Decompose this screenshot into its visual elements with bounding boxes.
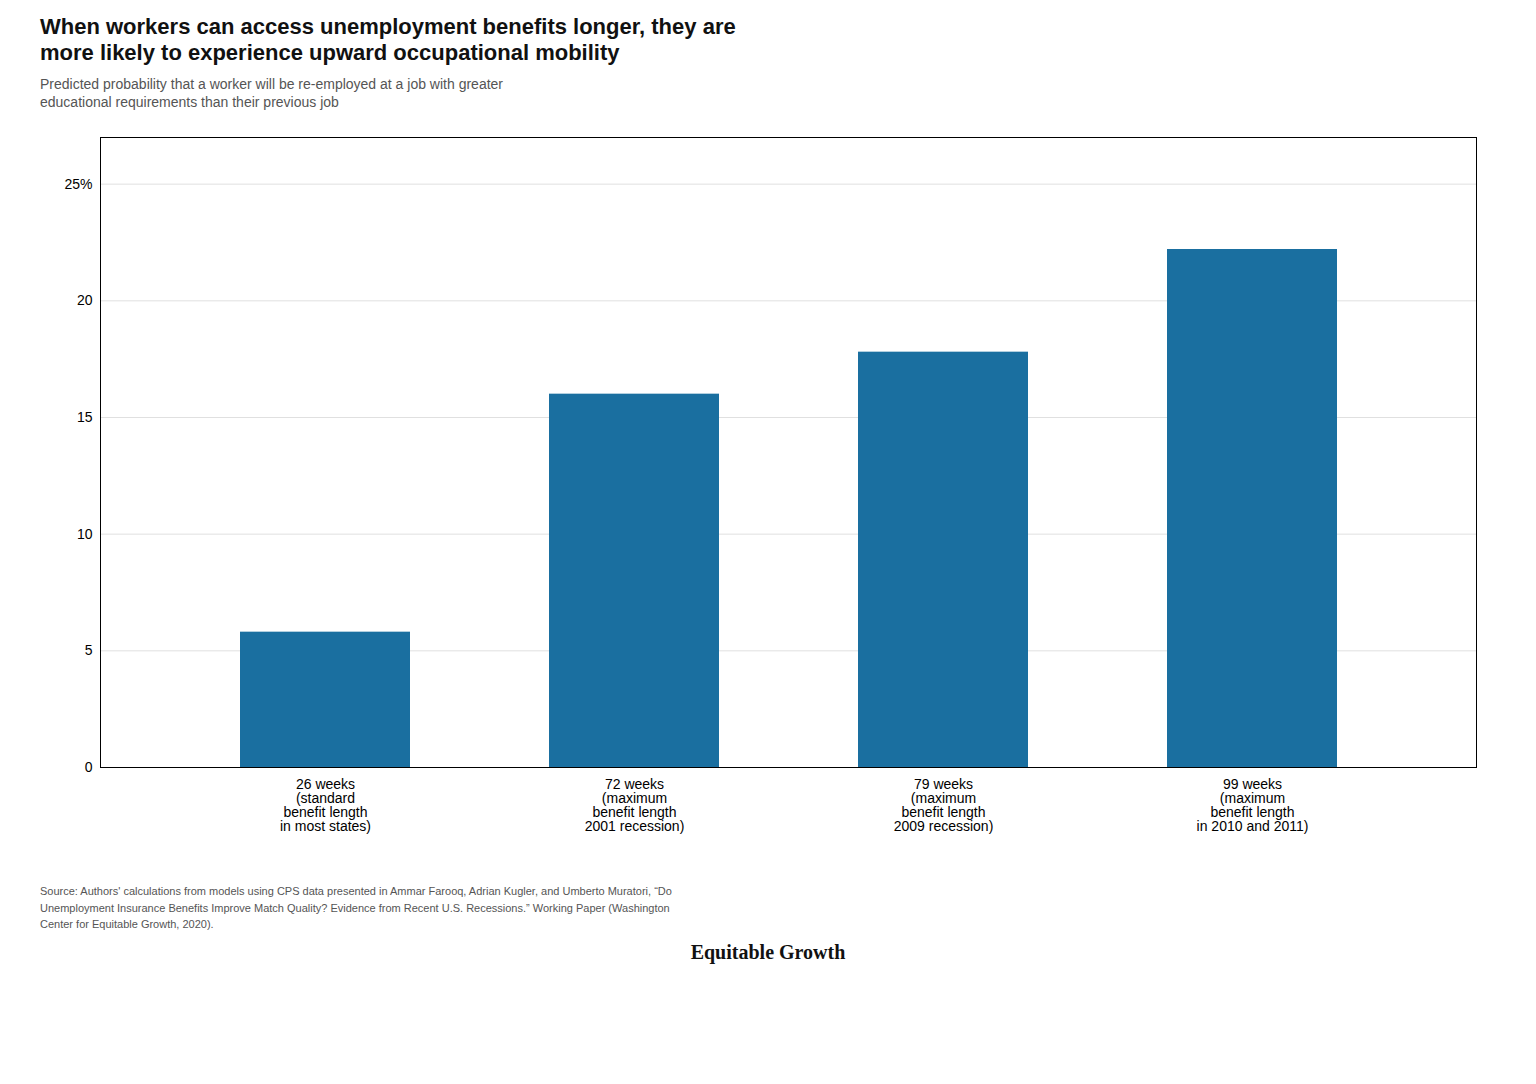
svg-text:79 weeks(maximumbenefit length: 79 weeks(maximumbenefit length2009 reces… [894,777,994,835]
svg-text:72 weeks(maximumbenefit length: 72 weeks(maximumbenefit length2001 reces… [585,777,685,835]
html-text:Equitable Growth: Equitable Growth [690,940,846,963]
svg-text:5: 5 [85,642,93,658]
svg-text:26 weeks(standardbenefit lengt: 26 weeks(standardbenefit lengthin most s… [280,777,371,835]
svg-text:25%: 25% [64,176,92,192]
html-text:Source: Authors' calculations: Source: Authors' calculations from model… [40,885,672,931]
svg-text:0: 0 [85,759,93,775]
svg-text:99 weeks(maximumbenefit length: 99 weeks(maximumbenefit lengthin 2010 an… [1197,777,1309,835]
html-text:Predicted probability that a w: Predicted probability that a worker will… [40,75,503,110]
svg-text:10: 10 [77,526,93,542]
html-text:When workers can access unempl: When workers can access unemployment ben… [40,14,736,66]
svg-text:20: 20 [77,292,93,308]
svg-text:15: 15 [77,409,93,425]
